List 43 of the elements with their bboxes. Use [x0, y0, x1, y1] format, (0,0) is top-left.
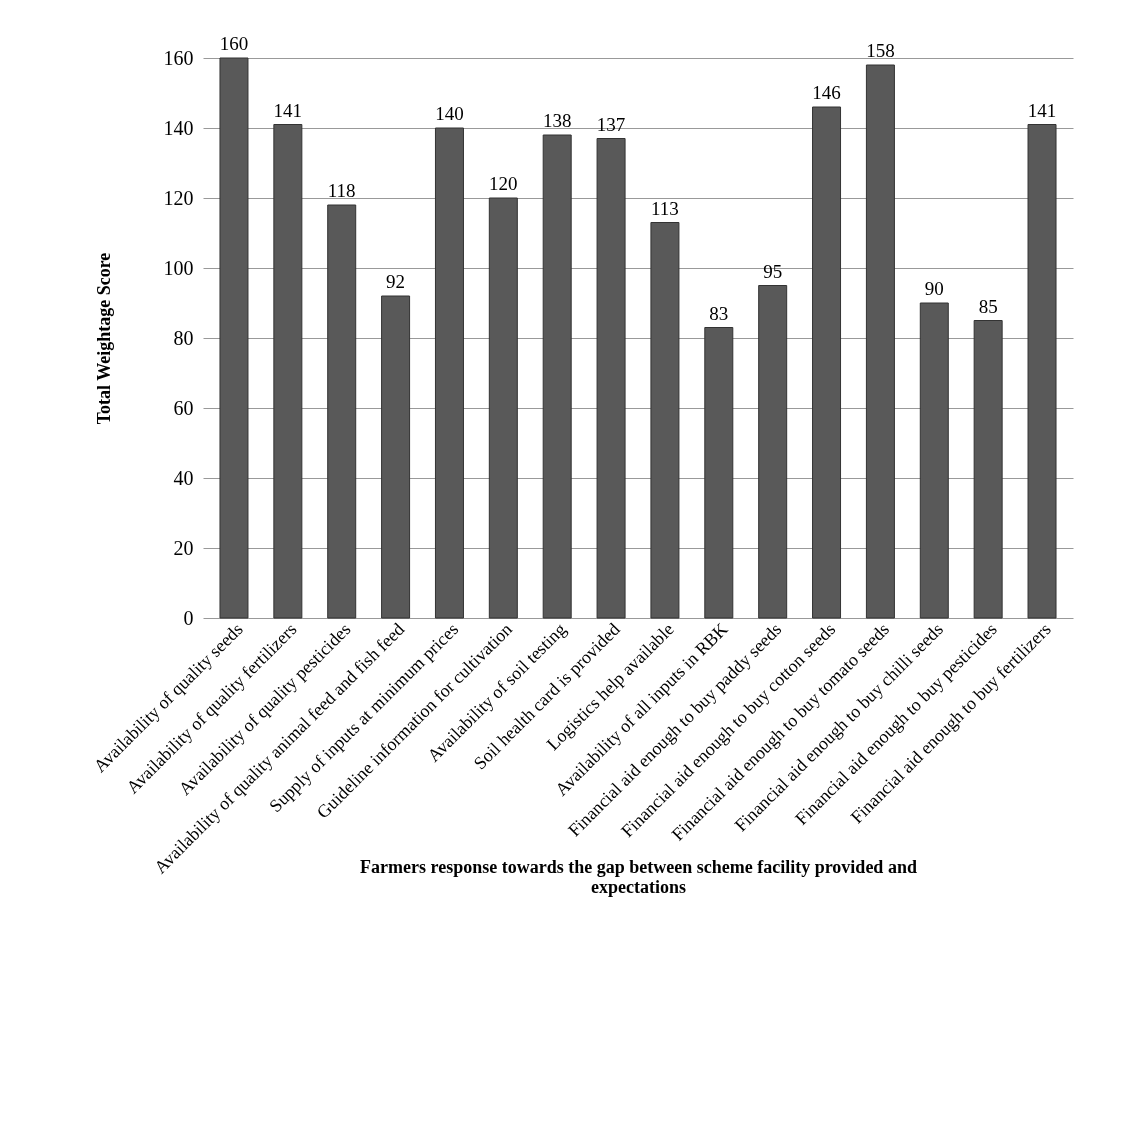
data-label: 158 [866, 40, 895, 61]
bar [327, 204, 357, 619]
bar [488, 197, 518, 619]
bar [596, 138, 626, 619]
data-label: 140 [435, 103, 464, 124]
data-label: 83 [709, 302, 729, 324]
data-label: 137 [596, 113, 626, 135]
y-tick-label: 160 [163, 46, 194, 69]
bar [219, 57, 249, 619]
y-tick-label: 140 [163, 116, 194, 139]
y-tick-label: 80 [173, 326, 194, 349]
y-tick-label: 20 [173, 536, 194, 559]
bar [273, 124, 303, 619]
data-label: 92 [386, 271, 406, 292]
data-label: 160 [219, 33, 249, 54]
data-label: 141 [1027, 99, 1057, 121]
bar [542, 134, 572, 619]
bar [919, 302, 949, 619]
bar [434, 127, 464, 619]
bar [1027, 124, 1057, 619]
x-axis-title: Farmers response towards the gap between scheme facility provided and expectations [360, 856, 917, 897]
data-label: 146 [812, 82, 841, 103]
bar [812, 106, 842, 619]
data-label: 85 [978, 295, 998, 317]
y-tick-label: 60 [173, 396, 194, 419]
y-axis-title: Total Weightage Score [93, 252, 114, 425]
bar [381, 295, 411, 619]
bar [865, 64, 895, 619]
data-label: 138 [542, 110, 572, 131]
bar [704, 327, 734, 619]
y-tick-label: 120 [163, 186, 194, 209]
bar [650, 222, 680, 619]
data-label: 118 [327, 180, 356, 201]
bar [758, 285, 788, 619]
data-label: 113 [651, 197, 679, 219]
y-tick-label: 100 [163, 256, 194, 279]
data-label: 141 [273, 99, 303, 121]
y-tick-label: 0 [183, 606, 194, 629]
data-label: 95 [763, 260, 783, 282]
data-label: 120 [489, 173, 518, 194]
y-tick-label: 40 [173, 466, 194, 489]
bar [973, 320, 1003, 619]
data-label: 90 [924, 278, 944, 299]
